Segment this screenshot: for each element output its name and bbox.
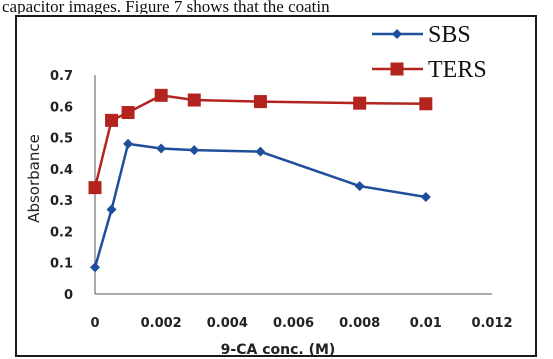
x-tick-label: 0.002 [141,316,182,331]
y-tick-label: 0.1 [50,257,73,272]
data-point-ters [253,95,267,109]
data-point-sbs [420,192,431,203]
data-point-ters [105,113,119,127]
data-point-ters [187,93,201,107]
data-point-sbs [106,204,117,215]
y-tick-label: 0.7 [50,69,73,84]
caption-fragment: capacitor images. Figure 7 shows that th… [2,0,330,14]
y-axis-title: Absorbance [25,134,43,223]
series-ters [88,88,433,195]
legend-marker-sbs [392,29,402,39]
x-tick-labels: 0 0.002 0.004 0.006 0.008 0.01 0.012 [90,316,512,331]
y-tick-label: 0.2 [50,225,73,240]
legend-label-sbs: SBS [428,22,471,48]
x-tick-label: 0.01 [410,316,442,331]
x-axis-title: 9-CA conc. (M) [221,342,336,358]
data-point-sbs [255,146,266,157]
x-tick-label: 0.004 [207,316,248,331]
data-point-ters [121,106,135,120]
y-tick-label: 0.3 [50,194,73,209]
axes [94,75,492,295]
data-point-ters [419,97,433,111]
y-tick-label: 0 [64,288,73,303]
y-tick-label: 0.6 [50,100,73,115]
x-tick-label: 0.008 [339,316,380,331]
data-point-sbs [189,145,200,156]
x-tick-label: 0 [90,316,99,331]
y-tick-label: 0.5 [50,132,73,147]
data-point-ters [88,181,102,195]
legend-item-sbs: SBS [372,22,471,48]
data-point-sbs [90,262,100,273]
series-line-sbs [93,142,427,268]
y-tick-label: 0.4 [50,163,73,178]
data-point-sbs [123,138,134,149]
x-tick-label: 0.006 [273,316,314,331]
data-point-ters [353,96,367,110]
y-tick-labels: 0 0.1 0.2 0.3 0.4 0.5 0.6 0.7 [50,69,73,303]
chart-frame [15,15,537,357]
series-line-ters [93,94,426,188]
data-point-sbs [156,143,167,154]
data-point-sbs [354,181,365,192]
series-layer [88,88,433,273]
legend-label-ters: TERS [428,57,487,83]
legend-item-ters: TERS [372,57,487,83]
series-sbs [90,138,431,273]
legend: SBS TERS [372,22,487,83]
x-tick-label: 0.012 [471,316,512,331]
data-point-ters [154,88,168,102]
legend-marker-ters [390,62,404,76]
